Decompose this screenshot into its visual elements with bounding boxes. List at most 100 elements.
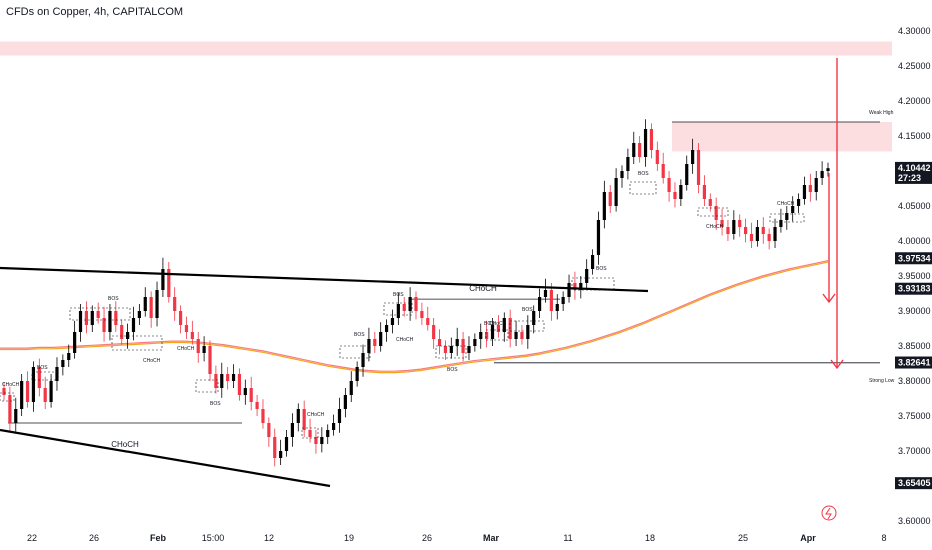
bos-label: BOS <box>638 171 649 177</box>
candle-body <box>214 374 218 388</box>
candle-body <box>738 220 742 227</box>
supply-zone-top <box>0 41 892 56</box>
candle-body <box>390 318 395 325</box>
target-arrow-long-head <box>830 359 844 370</box>
candle-body <box>543 290 548 297</box>
candle-body <box>196 339 200 353</box>
candle-body <box>632 143 636 157</box>
candle-body <box>538 297 542 311</box>
candle-body <box>490 325 495 339</box>
candle-body <box>137 311 141 318</box>
x-tick-label: 15:00 <box>202 533 225 543</box>
candle-body <box>714 206 718 220</box>
candle-body <box>161 269 165 290</box>
candle-body <box>284 437 289 451</box>
candle-body <box>479 332 483 339</box>
candle-body <box>561 297 565 304</box>
y-tick-label: 4.00000 <box>898 236 931 246</box>
structure-box <box>195 379 219 393</box>
price-badge-countdown: 27:23 <box>898 173 921 183</box>
candle-body <box>14 409 18 423</box>
structure-box <box>0 392 15 402</box>
candle-body <box>61 360 65 367</box>
candle-body <box>744 227 748 234</box>
candle-body <box>426 318 430 325</box>
candle-body <box>708 199 712 206</box>
candle-body <box>261 409 265 423</box>
structure-box <box>697 207 729 217</box>
candle-body <box>255 402 259 409</box>
candle-body <box>155 290 159 318</box>
candle-body <box>349 381 353 395</box>
candle-body <box>785 213 789 220</box>
structure-box <box>571 277 615 291</box>
candle-body <box>78 311 83 332</box>
candle-body <box>620 171 624 178</box>
candle-body <box>108 311 112 332</box>
candle-body <box>220 374 224 388</box>
bos-label: BOS <box>108 296 119 302</box>
candle-body <box>608 192 612 206</box>
candle-body <box>590 255 595 269</box>
candle-body <box>502 318 506 332</box>
candle-body <box>802 185 807 199</box>
y-tick-label: 4.05000 <box>898 201 931 211</box>
y-tick-label: 3.70000 <box>898 446 931 456</box>
x-tick-label: 8 <box>881 533 886 543</box>
choch-small-label: CHoCH <box>777 201 795 207</box>
candle-body <box>67 353 71 360</box>
candle-body <box>432 325 436 339</box>
ema-fast-line <box>0 261 829 374</box>
weak-high-label: Weak High <box>869 110 894 116</box>
bos-label: BOS <box>447 367 458 373</box>
bos-label: BOS <box>354 332 365 338</box>
candle-body <box>485 332 489 339</box>
candle-body <box>308 430 312 437</box>
candle-body <box>573 283 577 290</box>
price-badge-value: 4.10442 <box>898 163 931 173</box>
y-tick-label: 3.75000 <box>898 411 931 421</box>
candle-body <box>267 423 271 437</box>
candle-body <box>25 381 30 402</box>
candle-body <box>826 168 830 171</box>
y-tick-label: 4.20000 <box>898 96 931 106</box>
candle-body <box>779 220 783 227</box>
candle-body <box>332 423 336 430</box>
choch-small-label: CHoCH <box>2 382 20 388</box>
candle-body <box>337 409 342 423</box>
candle-body <box>131 318 136 332</box>
candle-body <box>702 185 706 199</box>
candle-body <box>20 381 24 409</box>
candle-body <box>173 297 177 311</box>
candle-body <box>720 220 724 227</box>
bos-label: BOS <box>484 321 495 327</box>
candle-body <box>249 388 253 402</box>
strong-low-label: Strong Low <box>869 378 895 384</box>
candle-body <box>408 297 412 311</box>
candle-body <box>496 325 500 332</box>
candle-body <box>37 367 41 388</box>
candle-body <box>767 234 771 241</box>
structure-box <box>629 181 657 195</box>
candle-body <box>226 374 230 381</box>
candle-body <box>8 395 12 423</box>
candle-body <box>437 339 442 346</box>
candle-body <box>796 199 801 206</box>
candle-body <box>384 325 389 332</box>
candle-body <box>679 185 683 199</box>
candle-body <box>73 332 77 353</box>
candle-body <box>149 297 153 318</box>
x-tick-label: Feb <box>150 533 167 543</box>
candle-body <box>455 339 459 346</box>
ema-slow-line <box>0 260 829 372</box>
x-tick-label: 22 <box>27 533 37 543</box>
candle-body <box>614 178 618 206</box>
candle-body <box>90 311 94 325</box>
candle-body <box>208 346 212 374</box>
candle-body <box>396 304 400 318</box>
candle-body <box>526 325 530 339</box>
candle-body <box>791 206 795 213</box>
bos-label: BOS <box>37 365 48 371</box>
candle-body <box>84 311 88 325</box>
